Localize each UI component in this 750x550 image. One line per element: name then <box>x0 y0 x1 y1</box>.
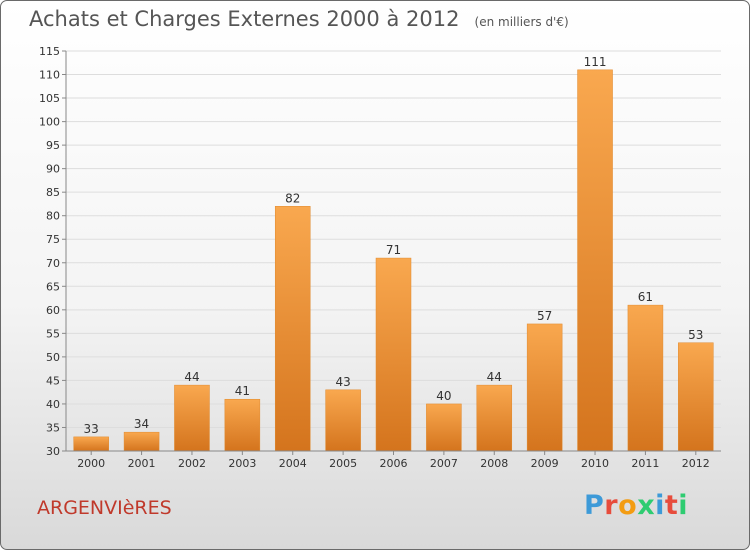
title-line: Achats et Charges Externes 2000 à 2012 (… <box>29 7 569 31</box>
bar-value-label: 44 <box>487 370 502 384</box>
bar-value-label: 57 <box>537 309 552 323</box>
logo-letter: i <box>655 490 665 521</box>
bar-2011 <box>627 304 664 452</box>
y-tick-label: 65 <box>46 280 60 293</box>
bar-2008 <box>476 384 513 452</box>
y-tick-label: 75 <box>46 233 60 246</box>
chart-title: Achats et Charges Externes 2000 à 2012 <box>29 7 460 31</box>
x-tick-label: 2008 <box>480 457 508 470</box>
y-tick-label: 90 <box>46 163 60 176</box>
x-tick-label: 2004 <box>279 457 307 470</box>
x-tick-label: 2012 <box>682 457 710 470</box>
bar-value-label: 33 <box>84 422 99 436</box>
y-tick-label: 115 <box>39 45 60 58</box>
bar-value-label: 71 <box>386 243 401 257</box>
y-tick-label: 110 <box>39 69 60 82</box>
y-tick-label: 40 <box>46 398 60 411</box>
y-tick-label: 35 <box>46 421 60 434</box>
logo-letter: P <box>584 490 605 521</box>
bar-2002 <box>174 384 210 452</box>
x-tick-label: 2001 <box>128 457 156 470</box>
y-tick-label: 100 <box>39 116 60 129</box>
bar-2009 <box>526 323 563 452</box>
bar-value-label: 111 <box>584 55 607 69</box>
axes: 30 35 40 45 50 55 60 65 70 75 80 85 90 95 100 105 110 115… <box>39 45 721 470</box>
logo-letter: x <box>637 490 656 521</box>
bar-value-label: 53 <box>688 328 703 342</box>
bar-value-label: 61 <box>638 290 653 304</box>
bar-2007 <box>426 403 462 452</box>
bars: 33 34 44 41 82 43 71 40 44 57 111 61 53 <box>73 55 714 452</box>
bar-value-label: 82 <box>285 191 300 205</box>
bar-2006 <box>375 257 412 452</box>
x-tick-label: 2002 <box>178 457 206 470</box>
bar-2012 <box>678 342 714 452</box>
y-tick-label: 95 <box>46 139 60 152</box>
y-tick-label: 55 <box>46 327 60 340</box>
x-tick-label: 2007 <box>430 457 458 470</box>
x-tick-label: 2011 <box>631 457 659 470</box>
y-tick-label: 70 <box>46 257 60 270</box>
y-tick-label: 80 <box>46 210 60 223</box>
y-tick-label: 105 <box>39 92 60 105</box>
proxiti-logo[interactable]: Proxiti <box>584 490 688 521</box>
bar-2004 <box>274 206 311 452</box>
logo-letter: o <box>618 490 638 521</box>
bar-2005 <box>325 389 361 452</box>
x-tick-label: 2009 <box>531 457 559 470</box>
x-tick-label: 2003 <box>228 457 256 470</box>
x-tick-label: 2010 <box>581 457 609 470</box>
bar-value-label: 43 <box>335 375 350 389</box>
bar-2001 <box>123 431 160 452</box>
logo-letter: t <box>664 490 679 521</box>
x-tick-label: 2000 <box>77 457 105 470</box>
y-tick-label: 45 <box>46 374 60 387</box>
bar-value-label: 40 <box>436 389 451 403</box>
logo-letter: r <box>604 490 619 521</box>
y-tick-label: 60 <box>46 304 60 317</box>
y-tick-label: 30 <box>46 445 60 458</box>
bar-value-label: 34 <box>134 417 149 431</box>
bar-2010 <box>577 69 613 452</box>
city-name: ARGENVIèRES <box>37 497 172 519</box>
y-tick-label: 85 <box>46 186 60 199</box>
y-tick-label: 50 <box>46 351 60 364</box>
bar-2003 <box>224 398 261 452</box>
logo-letter: i <box>678 490 689 521</box>
bar-value-label: 44 <box>184 370 199 384</box>
x-tick-label: 2005 <box>329 457 357 470</box>
x-tick-label: 2006 <box>380 457 408 470</box>
bar-value-label: 41 <box>235 384 250 398</box>
unit-note: (en milliers d'€) <box>474 15 569 29</box>
bar-2000 <box>73 436 109 452</box>
